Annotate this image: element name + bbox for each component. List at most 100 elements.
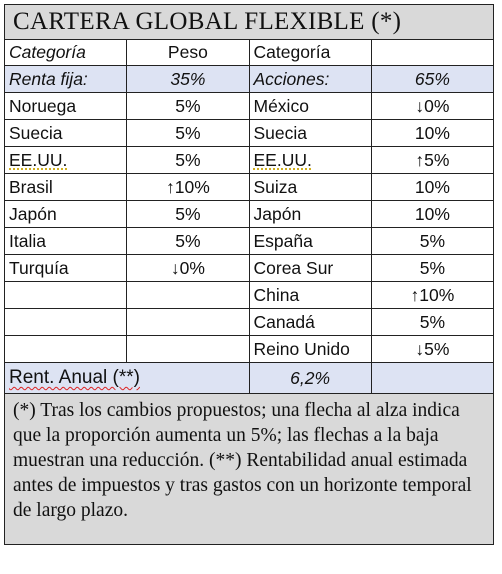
right-country-text: Suecia [253, 122, 308, 143]
left-weight-text: 5% [175, 149, 201, 170]
right-country-text: México [253, 95, 309, 116]
right-weight-text: 5% [419, 230, 446, 251]
left-country: Noruega [3, 92, 128, 120]
left-weight-text: ↑10% [165, 176, 210, 197]
left-country: Italia [3, 227, 128, 255]
right-weight-text: 5% [419, 311, 446, 332]
table-row: Italia 5% España 5% [3, 227, 495, 255]
right-weight-text: ↑5% [415, 149, 450, 170]
left-weight: 5% [126, 146, 250, 174]
right-weight: 5% [370, 227, 495, 255]
left-country-text: Suecia [9, 122, 63, 143]
left-weight: ↑10% [126, 173, 250, 201]
right-country: México [248, 92, 372, 120]
left-weight: 5% [126, 200, 250, 228]
right-weight-text: 10% [414, 122, 450, 143]
fixed-income-label: Renta fija: [3, 65, 128, 93]
right-weight-text: 5% [419, 257, 446, 278]
right-country: Corea Sur [248, 254, 372, 282]
left-country-text: Noruega [9, 95, 77, 116]
right-country-text: China [253, 284, 300, 305]
equities-value: 65% [370, 65, 495, 93]
header-empty [370, 39, 495, 66]
annual-return-row: Rent. Anual (**) 6,2% [4, 362, 495, 394]
left-country-text: EE.UU. [9, 149, 68, 170]
left-country: Brasil [3, 173, 128, 201]
right-weight: 5% [370, 308, 495, 336]
left-country-text: Italia [9, 230, 46, 251]
right-country-text: Suiza [253, 176, 298, 197]
right-weight-text: ↑10% [410, 284, 455, 305]
left-weight-text: 5% [175, 230, 201, 251]
table-title: CARTERA GLOBAL FLEXIBLE (*) [4, 4, 494, 40]
table-row: Reino Unido ↓5% [3, 335, 495, 363]
right-country: EE.UU. [248, 146, 372, 174]
right-weight-text: 10% [414, 176, 450, 197]
portfolio-table: CARTERA GLOBAL FLEXIBLE (*) Categoría Pe… [3, 4, 495, 394]
right-country: Canadá [248, 308, 372, 336]
table-row: Noruega 5% México ↓0% [3, 92, 495, 120]
left-country-text: Japón [9, 203, 57, 224]
right-weight: 10% [370, 173, 495, 201]
table-row: Turquía ↓0% Corea Sur 5% [3, 254, 495, 282]
right-weight-text: ↓0% [415, 95, 450, 116]
left-weight-text: 5% [175, 203, 201, 224]
left-country [3, 335, 128, 363]
left-country: Japón [3, 200, 128, 228]
annual-return-label-text: Rent. Anual (**) [9, 367, 140, 388]
right-weight: 10% [370, 119, 495, 147]
right-country: Suiza [248, 173, 372, 201]
allocation-rows: Noruega 5% México ↓0% Suecia 5% Suecia 10% EE.UU… [3, 92, 495, 363]
left-weight [126, 308, 250, 336]
equities-label: Acciones: [248, 65, 372, 93]
table-row: Canadá 5% [3, 308, 495, 336]
left-country: Suecia [3, 119, 128, 147]
right-country-text: España [253, 230, 313, 251]
left-weight-text: 5% [175, 95, 201, 116]
right-weight: ↑10% [370, 281, 495, 309]
right-country: Suecia [248, 119, 372, 147]
left-country [3, 308, 128, 336]
right-weight: ↓5% [370, 335, 495, 363]
footnote: (*) Tras los cambios propuestos; una fle… [4, 394, 494, 545]
right-weight-text: ↓5% [415, 338, 450, 359]
header-row: Categoría Peso Categoría [3, 39, 495, 66]
right-weight: ↑5% [370, 146, 495, 174]
fixed-income-value: 35% [126, 65, 250, 93]
left-weight: 5% [126, 119, 250, 147]
left-country [3, 281, 128, 309]
right-weight-text: 10% [414, 203, 450, 224]
right-weight: ↓0% [370, 92, 495, 120]
right-country: España [248, 227, 372, 255]
annual-return-empty [370, 362, 495, 394]
right-country-text: EE.UU. [253, 149, 312, 170]
table-row: Brasil ↑10% Suiza 10% [3, 173, 495, 201]
right-country-text: Canadá [253, 311, 315, 332]
table-row: China ↑10% [3, 281, 495, 309]
table-row: EE.UU. 5% EE.UU. ↑5% [3, 146, 495, 174]
right-country: Reino Unido [248, 335, 372, 363]
left-country: Turquía [3, 254, 128, 282]
right-country-text: Reino Unido [253, 338, 350, 359]
left-weight: 5% [126, 227, 250, 255]
left-country-text: Brasil [9, 176, 53, 197]
table-row: Japón 5% Japón 10% [3, 200, 495, 228]
left-weight: 5% [126, 92, 250, 120]
header-category-left: Categoría [3, 39, 128, 66]
group-row: Renta fija: 35% Acciones: 65% [3, 65, 495, 93]
right-weight: 5% [370, 254, 495, 282]
right-country: China [248, 281, 372, 309]
right-country-text: Corea Sur [253, 257, 334, 278]
left-weight-text: 5% [175, 122, 201, 143]
table-row: Suecia 5% Suecia 10% [3, 119, 495, 147]
annual-return-value: 6,2% [248, 362, 372, 394]
header-weight: Peso [126, 39, 250, 66]
header-category-right: Categoría [248, 39, 372, 66]
left-weight [126, 335, 250, 363]
right-country-text: Japón [253, 203, 302, 224]
right-country: Japón [248, 200, 372, 228]
annual-return-label: Rent. Anual (**) [4, 362, 250, 394]
left-country-text: Turquía [9, 257, 69, 278]
left-weight-text: ↓0% [170, 257, 205, 278]
portfolio-document: CARTERA GLOBAL FLEXIBLE (*) Categoría Pe… [3, 4, 495, 545]
